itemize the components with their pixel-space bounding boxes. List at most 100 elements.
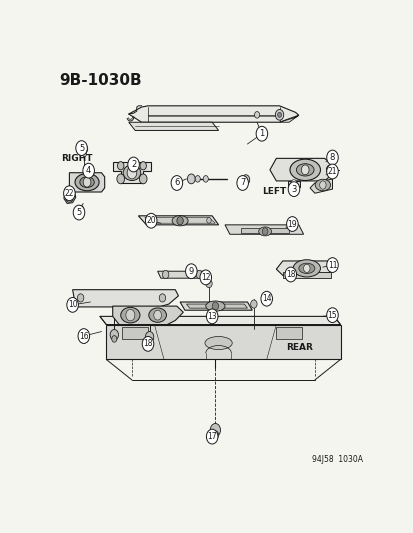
Text: 9: 9 [188,266,193,276]
Circle shape [206,309,217,324]
Polygon shape [157,271,209,278]
Circle shape [242,175,249,184]
Circle shape [212,302,218,310]
Ellipse shape [172,216,188,226]
Circle shape [153,310,161,320]
Polygon shape [276,261,330,276]
Text: 5: 5 [76,208,81,217]
Text: 17: 17 [207,432,216,441]
Ellipse shape [314,179,330,191]
Polygon shape [112,306,183,325]
Circle shape [325,165,333,175]
Circle shape [112,336,116,342]
Polygon shape [69,173,104,192]
Circle shape [171,175,182,190]
Text: 12: 12 [201,273,210,282]
Text: 18: 18 [285,270,295,279]
Circle shape [250,300,256,308]
Circle shape [142,336,153,351]
Text: 19: 19 [287,220,297,229]
Text: 1: 1 [259,129,264,138]
Circle shape [199,270,211,285]
Circle shape [301,165,309,175]
Polygon shape [100,317,340,325]
Circle shape [65,192,73,202]
Polygon shape [279,115,298,122]
Text: 11: 11 [327,261,337,270]
Ellipse shape [296,164,313,176]
Ellipse shape [204,336,232,350]
Polygon shape [186,304,247,308]
Text: 18: 18 [143,340,152,349]
Text: 7: 7 [240,179,245,188]
Text: 9B-1030B: 9B-1030B [59,73,141,88]
Circle shape [319,181,325,189]
Text: 5: 5 [79,143,84,152]
Circle shape [212,431,218,439]
Circle shape [290,180,297,188]
Ellipse shape [258,227,271,236]
Polygon shape [180,302,252,310]
Bar [122,327,148,339]
Circle shape [81,145,88,153]
Text: 10: 10 [68,301,77,309]
Text: 16: 16 [79,332,88,341]
Circle shape [110,329,118,340]
Polygon shape [145,217,215,223]
Circle shape [64,186,75,200]
Circle shape [206,429,217,444]
Circle shape [77,206,83,214]
Circle shape [254,111,259,118]
Polygon shape [106,325,340,359]
Polygon shape [225,225,303,235]
Circle shape [187,174,195,184]
Circle shape [284,267,296,282]
Circle shape [185,264,197,279]
Circle shape [73,205,85,220]
Circle shape [145,213,157,228]
Text: 20: 20 [146,216,156,225]
Circle shape [287,182,299,197]
Circle shape [256,126,267,141]
Polygon shape [128,122,218,131]
Polygon shape [138,216,218,225]
Ellipse shape [292,260,320,277]
Circle shape [66,297,78,312]
Circle shape [210,424,220,437]
Circle shape [203,175,208,182]
Polygon shape [287,181,300,187]
Circle shape [176,216,183,225]
Circle shape [196,270,202,279]
Text: 22: 22 [64,189,74,198]
Text: REAR: REAR [285,343,312,352]
Text: 6: 6 [174,179,179,188]
Circle shape [261,228,267,235]
Circle shape [145,332,153,342]
Ellipse shape [148,308,166,322]
Circle shape [275,109,283,120]
Ellipse shape [205,301,225,311]
Text: RIGHT: RIGHT [61,154,92,163]
Text: LEFT: LEFT [261,187,285,196]
Circle shape [326,257,337,272]
Bar [276,327,301,339]
Text: 8: 8 [329,153,335,162]
Polygon shape [112,163,151,183]
Circle shape [326,308,337,322]
Circle shape [147,338,152,345]
Circle shape [277,112,281,117]
Polygon shape [282,272,330,278]
Ellipse shape [289,159,320,181]
Text: 2: 2 [131,160,136,169]
Text: 4: 4 [86,166,91,175]
Text: 94J58  1030A: 94J58 1030A [311,455,362,464]
Polygon shape [269,158,330,181]
Circle shape [67,195,71,200]
Circle shape [140,161,146,170]
Circle shape [162,270,169,279]
Circle shape [326,164,337,179]
Circle shape [326,150,337,165]
Circle shape [76,141,87,156]
Circle shape [83,177,91,187]
Polygon shape [128,106,298,122]
